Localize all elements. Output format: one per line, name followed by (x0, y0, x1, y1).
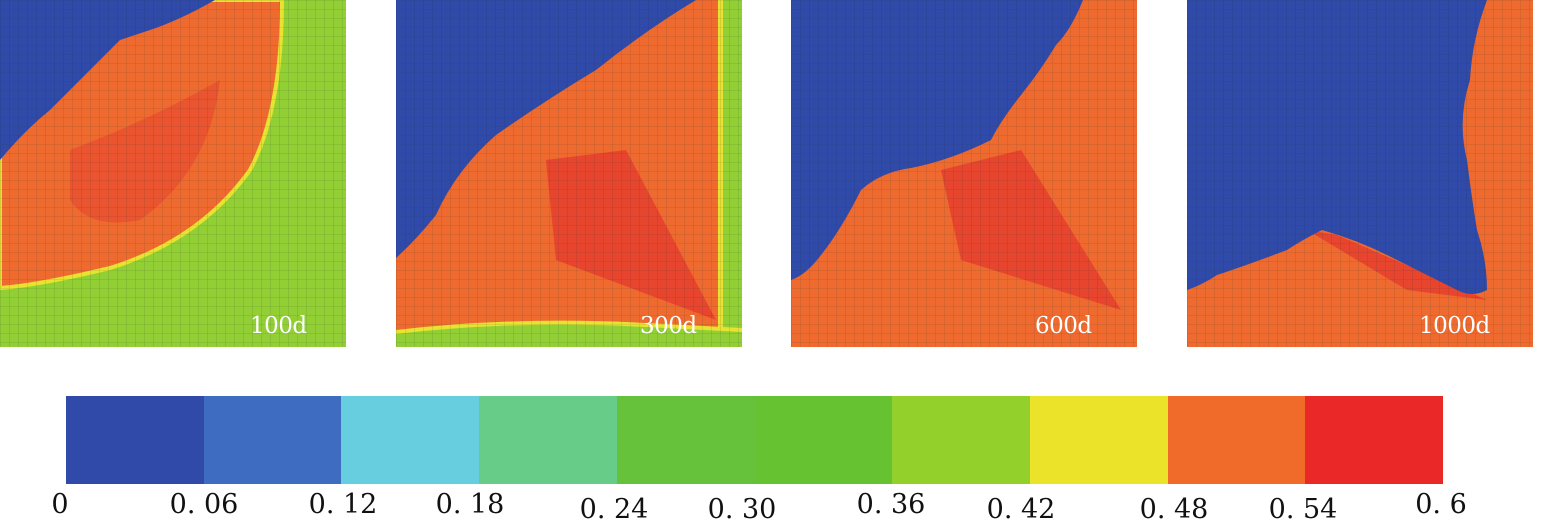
colorbar-segment (754, 396, 893, 484)
panel-1000d: 1000d (1187, 0, 1533, 347)
panel-1000d-field (1187, 0, 1533, 347)
colorbar-segment (203, 396, 342, 484)
colorbar-tick-label: 0. 42 (986, 494, 1056, 525)
colorbar-segment (892, 396, 1030, 484)
colorbar-tick-label: 0. 18 (435, 489, 505, 520)
colorbar (66, 396, 1444, 484)
colorbar-segment (479, 396, 617, 484)
colorbar-tick-label: 0. 06 (169, 489, 239, 520)
colorbar-tick-label: 0. 24 (579, 494, 649, 525)
colorbar-segment (616, 396, 755, 484)
panel-label: 100d (250, 313, 307, 339)
panel-100d: 100d (0, 0, 346, 347)
colorbar-tick-label: 0. 36 (856, 489, 926, 520)
colorbar-tick-label: 0. 6 (1415, 489, 1467, 520)
colorbar-segment (1305, 396, 1444, 484)
panel-300d: 300d (396, 0, 742, 347)
colorbar-tick-label: 0. 48 (1139, 494, 1209, 525)
panel-600d-field (791, 0, 1137, 347)
colorbar-segment (66, 396, 204, 484)
colorbar-tick-label: 0. 54 (1268, 494, 1338, 525)
panel-label: 300d (640, 313, 697, 339)
panel-100d-field (0, 0, 346, 347)
panel-label: 600d (1035, 313, 1092, 339)
colorbar-segment (1167, 396, 1306, 484)
colorbar-tick-label: 0. 30 (707, 494, 777, 525)
panel-label: 1000d (1419, 313, 1490, 339)
panel-600d: 600d (791, 0, 1137, 347)
colorbar-tick-label: 0 (51, 489, 69, 520)
colorbar-tick-label: 0. 12 (308, 489, 378, 520)
colorbar-segment (1029, 396, 1168, 484)
panel-300d-field (396, 0, 742, 347)
colorbar-segment (341, 396, 480, 484)
